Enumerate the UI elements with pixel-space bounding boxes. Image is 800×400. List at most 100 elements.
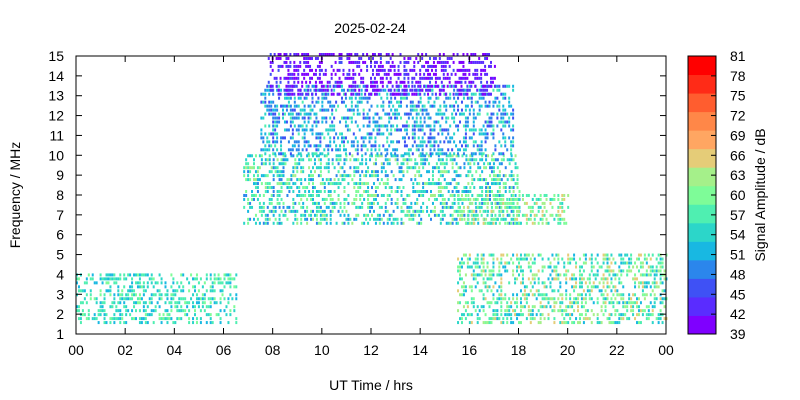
data-point: [636, 321, 639, 325]
data-point: [462, 205, 465, 209]
data-point: [317, 136, 320, 140]
data-point: [445, 205, 448, 209]
data-point: [516, 178, 519, 182]
data-point: [451, 158, 454, 162]
data-point: [529, 309, 532, 313]
data-point: [343, 205, 346, 209]
data-point: [371, 193, 373, 197]
data-point: [525, 213, 528, 217]
data-point: [498, 221, 501, 225]
data-point: [317, 209, 320, 213]
data-point: [282, 154, 285, 158]
data-point: [482, 321, 485, 325]
data-point: [630, 257, 633, 261]
data-point: [533, 261, 536, 265]
data-point: [170, 305, 173, 309]
data-point: [293, 72, 296, 76]
data-point: [219, 309, 222, 313]
data-point: [512, 158, 515, 162]
data-point: [490, 166, 493, 170]
data-point: [606, 257, 609, 261]
y-tick-label: 13: [48, 88, 64, 104]
data-point: [463, 186, 466, 190]
data-point: [653, 269, 656, 273]
data-point: [450, 56, 453, 60]
data-point: [283, 152, 286, 156]
data-point: [125, 293, 128, 297]
data-point: [466, 96, 469, 100]
data-point: [331, 201, 334, 205]
data-point: [457, 269, 460, 273]
data-point: [158, 297, 161, 301]
data-point: [614, 261, 617, 265]
data-point: [315, 116, 318, 120]
data-point: [297, 140, 300, 144]
data-point: [343, 201, 346, 205]
data-point: [307, 152, 310, 156]
data-point: [490, 182, 493, 186]
data-point: [264, 88, 267, 92]
data-point: [565, 313, 568, 317]
data-point: [446, 72, 449, 76]
data-point: [516, 197, 519, 201]
data-point: [380, 193, 383, 197]
data-point: [545, 293, 548, 297]
data-point: [85, 281, 88, 285]
data-point: [201, 293, 204, 297]
data-point: [417, 144, 420, 148]
data-point: [325, 120, 328, 124]
data-point: [334, 72, 337, 76]
data-point: [498, 186, 501, 190]
data-point: [317, 132, 320, 136]
data-point: [382, 88, 385, 92]
data-point: [282, 174, 285, 178]
data-point: [348, 53, 351, 56]
data-point: [442, 72, 445, 76]
data-point: [516, 209, 519, 213]
data-point: [415, 144, 418, 148]
data-point: [390, 154, 393, 158]
data-point: [442, 88, 445, 92]
data-point: [356, 64, 359, 68]
data-point: [109, 277, 112, 281]
data-point: [529, 313, 532, 317]
data-point: [514, 309, 517, 313]
data-point: [504, 166, 507, 170]
data-point: [349, 174, 352, 178]
data-point: [639, 309, 642, 313]
data-point: [400, 209, 403, 213]
data-point: [514, 166, 517, 170]
data-point: [473, 162, 476, 166]
data-point: [620, 269, 623, 273]
data-point: [506, 313, 509, 317]
data-point: [277, 68, 280, 72]
data-point: [624, 253, 627, 257]
data-point: [481, 178, 484, 182]
data-point: [498, 88, 501, 92]
data-point: [215, 277, 218, 281]
data-point: [447, 170, 450, 174]
data-point: [480, 96, 483, 100]
data-point: [487, 221, 490, 225]
data-point: [280, 144, 283, 148]
data-point: [413, 136, 416, 140]
data-point: [272, 162, 275, 166]
data-point: [325, 213, 328, 217]
data-point: [449, 140, 452, 144]
data-point: [344, 116, 347, 120]
data-point: [510, 193, 513, 197]
colorbar-band: [688, 130, 716, 150]
data-point: [504, 140, 507, 144]
data-point: [500, 253, 503, 257]
data-point: [329, 116, 332, 120]
data-point: [356, 53, 359, 56]
data-point: [392, 209, 395, 213]
data-point: [333, 104, 336, 108]
data-point: [612, 293, 615, 297]
data-point: [484, 56, 487, 60]
data-point: [345, 158, 348, 162]
data-point: [582, 269, 585, 273]
data-point: [468, 285, 471, 289]
data-point: [363, 182, 366, 186]
data-point: [632, 265, 635, 269]
